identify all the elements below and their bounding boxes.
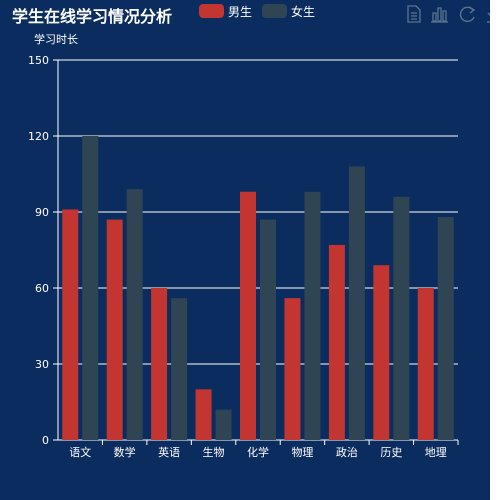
x-tick-label: 历史 [380, 446, 402, 459]
y-tick-label: 30 [35, 358, 49, 371]
bar-male [240, 191, 256, 440]
page-margin [490, 0, 500, 500]
bar-female [171, 298, 188, 440]
bar-male [151, 288, 168, 440]
y-tick-label: 150 [28, 54, 49, 67]
legend-swatch-male [199, 4, 224, 18]
bar-female [126, 189, 143, 440]
bar-male [417, 288, 434, 440]
x-tick-label: 化学 [247, 445, 269, 459]
bar-female [260, 219, 276, 440]
data-view-icon[interactable] [407, 5, 421, 23]
x-tick-label: 物理 [291, 445, 313, 459]
legend-label-male: 男生 [228, 4, 253, 19]
legend-swatch-female [262, 4, 287, 18]
bar-female [304, 191, 321, 440]
legend-label-female: 女生 [291, 4, 316, 19]
x-tick-label: 地理 [425, 446, 447, 459]
y-tick-label: 90 [35, 206, 49, 219]
y-tick-label: 0 [42, 434, 49, 447]
bar-male [284, 298, 301, 440]
bar-female [215, 409, 232, 440]
bar-female [437, 217, 454, 440]
bar-male [373, 265, 390, 440]
x-tick-label: 生物 [203, 445, 225, 459]
bar-chart-icon[interactable] [431, 7, 448, 23]
y-tick-label: 60 [35, 282, 49, 295]
x-tick-label: 英语 [158, 445, 180, 459]
legend-item-female[interactable]: 女生 [262, 3, 315, 19]
bar-male [328, 244, 345, 440]
bar-female [393, 196, 410, 440]
bar-female [82, 136, 99, 440]
bar-male [106, 219, 123, 440]
y-axis-label: 学习时长 [34, 33, 78, 46]
bar-male [195, 389, 212, 440]
bar-male [62, 209, 79, 440]
restore-icon[interactable] [459, 6, 476, 23]
x-tick-label: 政治 [336, 445, 358, 459]
legend-item-male[interactable]: 男生 [199, 3, 252, 19]
x-tick-label: 数学 [114, 445, 136, 459]
bar-female [348, 166, 365, 440]
x-tick-label: 语文 [69, 445, 91, 459]
y-tick-label: 120 [28, 130, 49, 143]
chart-title: 学生在线学习情况分析 [12, 7, 173, 26]
